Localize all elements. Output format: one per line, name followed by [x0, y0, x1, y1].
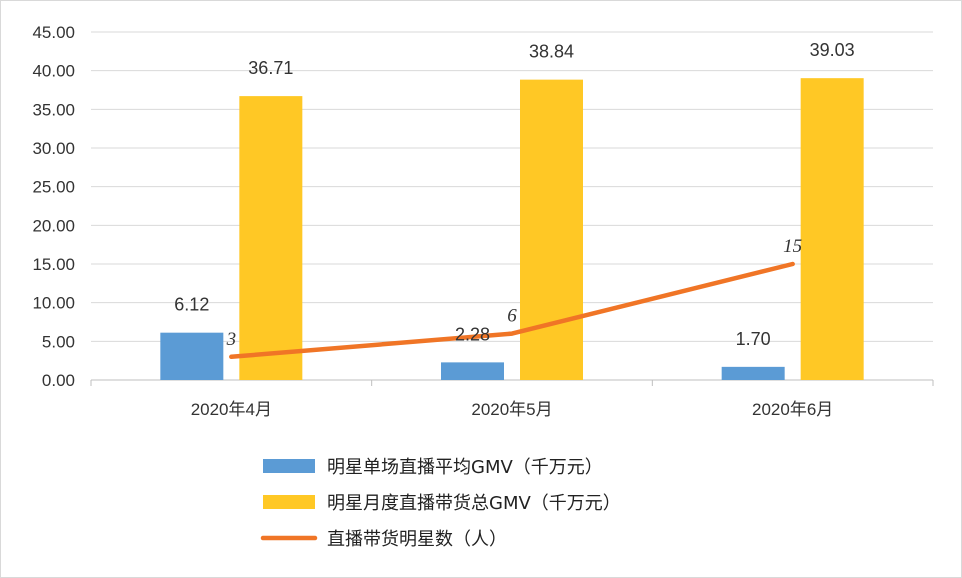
y-tick-label: 30.00 [32, 139, 75, 158]
axes: 0.00 5.00 10.00 15.00 20.00 25.00 30.00 35.00 40… [32, 23, 934, 419]
bar-data-label: 2.28 [455, 324, 490, 344]
y-tick-label: 5.00 [42, 332, 75, 351]
bar-data-label: 6.12 [174, 295, 209, 315]
line-data-label: 3 [226, 329, 237, 350]
bar [441, 362, 504, 380]
bar [721, 366, 785, 380]
y-tick-label: 20.00 [32, 216, 75, 235]
y-tick-label: 10.00 [32, 294, 75, 313]
y-tick-label: 15.00 [32, 255, 75, 274]
legend-entry: 直播带货明星数（人） [327, 529, 507, 550]
legend-entry: 明星单场直播平均GMV（千万元） [327, 457, 603, 478]
x-tick-label: 2020年6月 [752, 400, 833, 419]
data-labels: 6.12 2.28 1.70 36.71 38.84 39.03 3 6 15 [174, 40, 854, 350]
y-tick-label: 0.00 [42, 371, 75, 390]
bar [160, 332, 224, 380]
line-data-label: 15 [783, 236, 802, 257]
legend-swatch [263, 459, 315, 473]
x-tick-label: 2020年5月 [471, 400, 552, 419]
x-tick-label: 2020年4月 [191, 400, 272, 419]
line-data-label: 6 [507, 306, 517, 327]
legend-entry: 明星月度直播带货总GMV（千万元） [327, 493, 621, 514]
bar-data-label: 38.84 [529, 42, 574, 62]
bar [800, 78, 864, 380]
line-series [229, 261, 795, 360]
legend: 明星单场直播平均GMV（千万元） 明星月度直播带货总GMV（千万元） 直播带货明星数… [260, 457, 621, 550]
y-tick-label: 25.00 [32, 178, 75, 197]
bar [239, 96, 303, 380]
y-tick-label: 40.00 [32, 62, 75, 81]
bar-data-label: 39.03 [810, 40, 855, 60]
y-tick-label: 45.00 [32, 23, 75, 42]
bar [520, 79, 583, 381]
line-point [229, 354, 234, 359]
line-point [510, 331, 514, 336]
y-tick-label: 35.00 [32, 100, 75, 119]
bar-data-label: 1.70 [736, 329, 771, 349]
legend-swatch [263, 495, 315, 509]
gridlines [91, 31, 933, 342]
bar-data-label: 36.71 [248, 58, 293, 78]
line-point [790, 262, 795, 266]
